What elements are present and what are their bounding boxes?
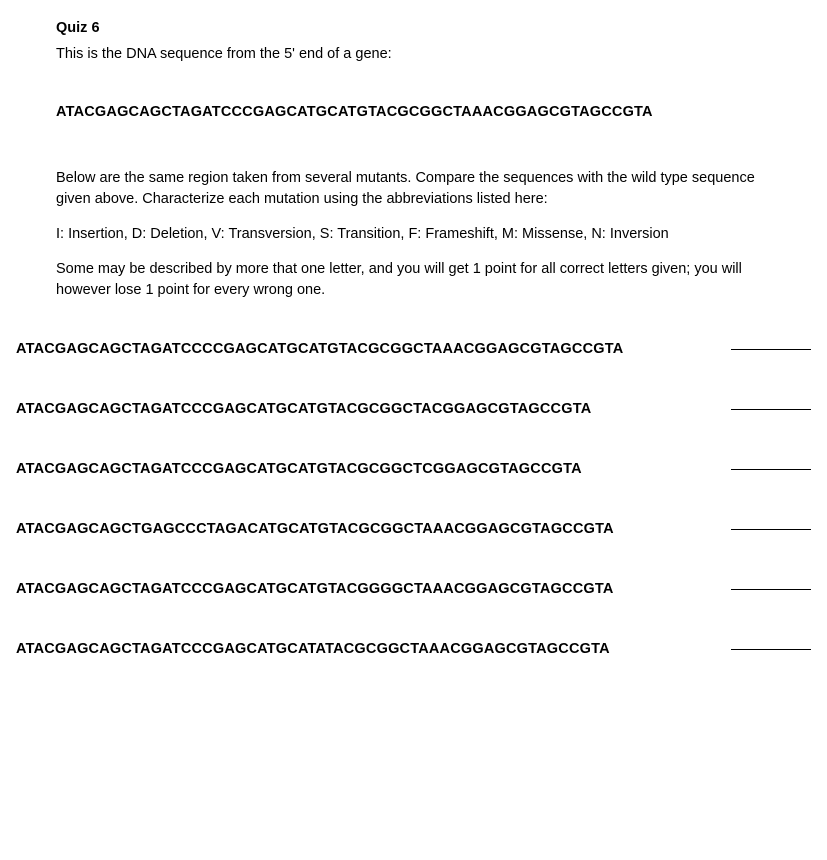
- mutant-sequence: ATACGAGCAGCTAGATCCCGAGCATGCATGTACGCGGCTC…: [16, 461, 582, 477]
- quiz-title: Quiz 6: [56, 20, 779, 36]
- instructions-scoring: Some may be described by more that one l…: [56, 259, 779, 301]
- mutant-row: ATACGAGCAGCTAGATCCCGAGCATGCATGTACGCGGCTA…: [16, 401, 811, 417]
- mutant-sequence: ATACGAGCAGCTAGATCCCGAGCATGCATATACGCGGCTA…: [16, 641, 610, 657]
- mutant-row: ATACGAGCAGCTAGATCCCCGAGCATGCATGTACGCGGCT…: [16, 341, 811, 357]
- wild-type-sequence: ATACGAGCAGCTAGATCCCGAGCATGCATGTACGCGGCTA…: [56, 104, 779, 120]
- answer-blank[interactable]: [731, 649, 811, 650]
- answer-blank[interactable]: [731, 469, 811, 470]
- mutant-row: ATACGAGCAGCTAGATCCCGAGCATGCATGTACGGGGCTA…: [16, 581, 811, 597]
- intro-text: This is the DNA sequence from the 5' end…: [56, 46, 779, 62]
- mutant-sequence: ATACGAGCAGCTAGATCCCGAGCATGCATGTACGGGGCTA…: [16, 581, 614, 597]
- instructions-compare: Below are the same region taken from sev…: [56, 168, 779, 210]
- mutant-row: ATACGAGCAGCTAGATCCCGAGCATGCATATACGCGGCTA…: [16, 641, 811, 657]
- mutant-sequence: ATACGAGCAGCTAGATCCCGAGCATGCATGTACGCGGCTA…: [16, 401, 591, 417]
- answer-blank[interactable]: [731, 409, 811, 410]
- mutant-row: ATACGAGCAGCTAGATCCCGAGCATGCATGTACGCGGCTC…: [16, 461, 811, 477]
- mutant-sequence: ATACGAGCAGCTAGATCCCCGAGCATGCATGTACGCGGCT…: [16, 341, 623, 357]
- mutant-row: ATACGAGCAGCTGAGCCCTAGACATGCATGTACGCGGCTA…: [16, 521, 811, 537]
- answer-blank[interactable]: [731, 529, 811, 530]
- instructions-abbreviations: I: Insertion, D: Deletion, V: Transversi…: [56, 224, 779, 245]
- answer-blank[interactable]: [731, 589, 811, 590]
- mutant-sequence: ATACGAGCAGCTGAGCCCTAGACATGCATGTACGCGGCTA…: [16, 521, 614, 537]
- quiz-header: Quiz 6 This is the DNA sequence from the…: [10, 20, 817, 301]
- mutant-list: ATACGAGCAGCTAGATCCCCGAGCATGCATGTACGCGGCT…: [10, 341, 817, 657]
- answer-blank[interactable]: [731, 349, 811, 350]
